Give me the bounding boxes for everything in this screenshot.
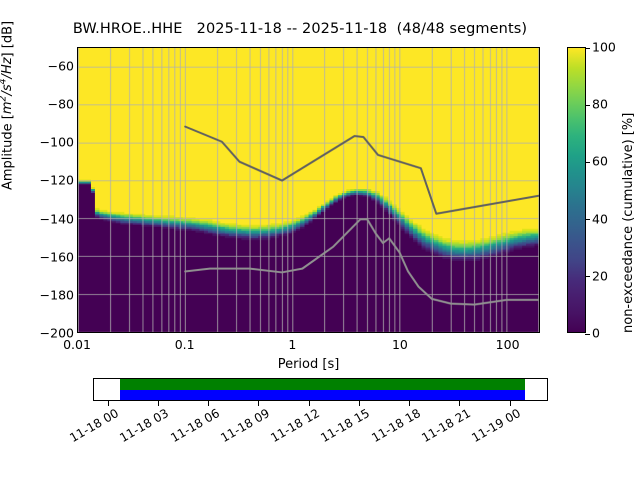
y-axis-label-suffix: ] [dB] (0, 20, 16, 58)
coverage-timeline[interactable] (93, 378, 548, 401)
coverage-bar-blue (120, 389, 526, 400)
x-tick-minor (452, 332, 453, 333)
x-tick-minor (153, 332, 154, 333)
x-tick-minor (325, 332, 326, 333)
y-tick-label: −200 (39, 325, 74, 341)
colorbar-tick-label: 80 (592, 96, 608, 112)
x-tick-label: 10 (391, 337, 408, 352)
x-tick-major (293, 332, 294, 333)
x-tick-label: 1 (288, 337, 297, 352)
y-tick-label: −180 (39, 287, 74, 303)
y-tick (77, 105, 78, 106)
timeline-tick-label: 11-18 12 (268, 406, 323, 446)
x-tick-minor (498, 332, 499, 333)
y-tick-label: −120 (39, 172, 74, 188)
colorbar-tick-label: 20 (592, 268, 608, 284)
x-tick-minor (180, 332, 181, 333)
timeline-tick (157, 401, 159, 406)
colorbar (567, 47, 590, 335)
x-tick-minor (433, 332, 434, 333)
y-tick (77, 257, 78, 258)
x-tick-minor (260, 332, 261, 333)
x-tick-major (78, 332, 79, 333)
timeline-tick (258, 401, 260, 406)
timeline-ticks (93, 401, 548, 406)
colorbar-tick (585, 333, 590, 335)
x-tick-minor (237, 332, 238, 333)
y-tick-label: −60 (47, 58, 74, 74)
y-tick (77, 219, 78, 220)
y-tick-label: −160 (39, 249, 74, 265)
y-tick-label: −80 (47, 96, 74, 112)
colorbar-tick (585, 104, 590, 106)
y-tick-label: −100 (39, 134, 74, 150)
timeline-tick (459, 401, 461, 406)
timeline-tick (308, 401, 310, 406)
x-tick-major (185, 332, 186, 333)
timeline-tick (409, 401, 411, 406)
x-tick-label: 0.01 (63, 337, 91, 352)
x-tick-minor (161, 332, 162, 333)
y-tick (77, 143, 78, 144)
timeline-tick (509, 401, 511, 406)
coverage-bar-green (120, 379, 526, 390)
x-tick-minor (282, 332, 283, 333)
timeline-tick-label: 11-18 15 (318, 406, 373, 446)
y-tick (77, 67, 78, 68)
colorbar-label: non-exceedance (cumulative) [%] (621, 112, 636, 333)
timeline-tick (208, 401, 210, 406)
timeline-tick-label: 11-18 21 (419, 406, 473, 446)
x-tick-minor (276, 332, 277, 333)
timeline-tick (358, 401, 360, 406)
x-tick-minor (129, 332, 130, 333)
timeline-tick-label: 11-18 06 (167, 406, 222, 446)
x-tick-major (400, 332, 401, 333)
timeline-tick-label: 11-19 00 (469, 406, 524, 446)
x-tick-minor (218, 332, 219, 333)
x-tick-minor (358, 332, 359, 333)
ppsd-plot-area[interactable] (77, 47, 540, 333)
colorbar-tick (585, 276, 590, 278)
x-tick-minor (250, 332, 251, 333)
x-tick-major (508, 332, 509, 333)
timeline-tick-label: 11-18 18 (368, 406, 423, 446)
x-tick-minor (344, 332, 345, 333)
x-tick-minor (476, 332, 477, 333)
x-axis-label: Period [s] (277, 357, 340, 372)
colorbar-tick-label: 40 (592, 211, 608, 227)
x-tick-minor (142, 332, 143, 333)
plot-title: BW.HROE..HHE 2025-11-18 -- 2025-11-18 (4… (72, 21, 528, 37)
timeline-tick-label: 11-18 03 (117, 406, 172, 446)
y-tick (77, 181, 78, 182)
x-tick-minor (288, 332, 289, 333)
x-tick-label: 0.1 (174, 337, 195, 352)
x-tick-minor (377, 332, 378, 333)
x-tick-minor (168, 332, 169, 333)
x-tick-minor (491, 332, 492, 333)
colorbar-tick-label: 0 (592, 325, 600, 341)
x-tick-minor (484, 332, 485, 333)
colorbar-tick (585, 219, 590, 221)
x-tick-minor (175, 332, 176, 333)
x-tick-minor (390, 332, 391, 333)
x-tick-minor (465, 332, 466, 333)
y-tick (77, 295, 78, 296)
x-tick-label: 100 (495, 337, 520, 352)
noise-model-curves (78, 48, 539, 332)
x-tick-minor (269, 332, 270, 333)
x-tick-minor (110, 332, 111, 333)
y-tick-label: −140 (39, 211, 74, 227)
timeline-tick (107, 401, 109, 406)
x-tick-minor (396, 332, 397, 333)
x-tick-minor (368, 332, 369, 333)
colorbar-tick (585, 161, 590, 163)
colorbar-tick-label: 100 (592, 39, 616, 55)
colorbar-tick (585, 47, 590, 49)
timeline-tick-label: 11-18 00 (67, 406, 122, 446)
timeline-tick-label: 11-18 09 (218, 406, 272, 446)
colorbar-tick-label: 60 (592, 153, 608, 169)
x-tick-minor (384, 332, 385, 333)
x-tick-minor (503, 332, 504, 333)
